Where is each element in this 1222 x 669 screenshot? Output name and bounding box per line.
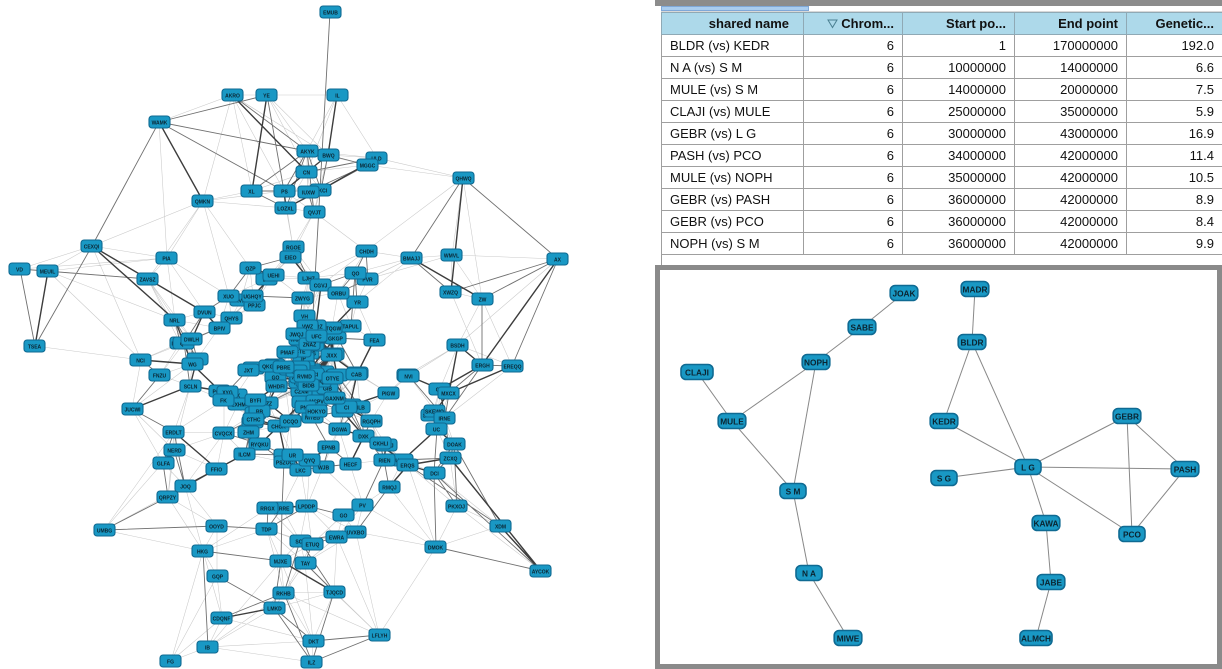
svg-text:S M: S M	[786, 486, 801, 496]
svg-text:MULE: MULE	[720, 416, 744, 426]
svg-text:ALMCH: ALMCH	[1021, 633, 1051, 643]
svg-text:L G: L G	[1021, 462, 1035, 472]
svg-text:JOAK: JOAK	[892, 288, 915, 298]
svg-text:PASH: PASH	[1174, 464, 1196, 474]
svg-text:S G: S G	[937, 473, 951, 483]
svg-text:KEDR: KEDR	[932, 416, 956, 426]
svg-text:BLDR: BLDR	[960, 337, 983, 347]
svg-text:MIWE: MIWE	[837, 633, 860, 643]
svg-text:N A: N A	[802, 568, 816, 578]
svg-text:SABE: SABE	[850, 322, 874, 332]
svg-text:NOPH: NOPH	[804, 357, 828, 367]
svg-text:JABE: JABE	[1040, 577, 1063, 587]
svg-text:GEBR: GEBR	[1115, 411, 1139, 421]
svg-text:PCO: PCO	[1123, 529, 1142, 539]
svg-text:CLAJI: CLAJI	[685, 367, 709, 377]
svg-text:MADR: MADR	[963, 284, 988, 294]
svg-text:KAWA: KAWA	[1034, 518, 1059, 528]
